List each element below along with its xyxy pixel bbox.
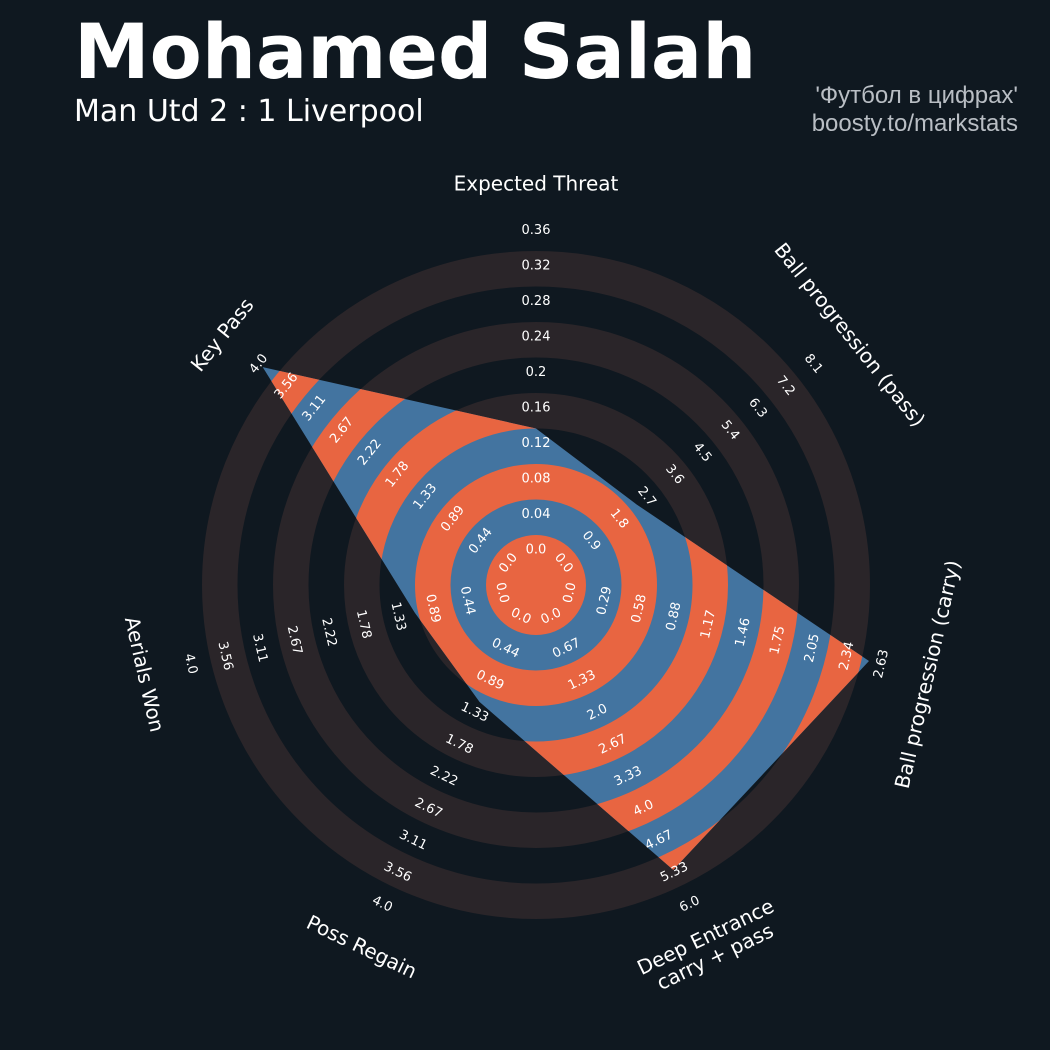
axis-tick-label: 0.0	[560, 581, 579, 605]
axis-tick-label: 0.12	[522, 436, 551, 451]
axis-label-key-pass: Key Pass	[186, 293, 259, 376]
axis-label-expected-threat: Expected Threat	[454, 172, 619, 196]
axis-tick-label: 0.88	[663, 601, 684, 633]
axis-tick-label: 0.04	[522, 507, 551, 522]
axis-tick-label: 3.11	[249, 632, 270, 664]
axis-tick-label: 1.33	[387, 601, 408, 633]
background-ring-band	[202, 251, 870, 919]
axis-tick-label: 2.22	[428, 763, 461, 789]
axis-tick-label: 0.0	[492, 581, 511, 605]
axis-tick-label: 0.36	[522, 223, 551, 238]
background-ring-band	[273, 322, 799, 848]
axis-tick-label: 1.75	[767, 624, 788, 656]
axis-tick-label: 6.0	[677, 893, 702, 915]
axis-tick-label: 4.0	[181, 652, 200, 676]
axis-tick-label: 0.58	[629, 593, 650, 625]
axis-tick-label: 1.17	[698, 609, 719, 641]
axis-label-ball-progression-carry: Ball progression (carry)	[890, 558, 965, 791]
axis-tick-label: 8.1	[801, 351, 826, 377]
axis-tick-label: 1.46	[733, 617, 754, 649]
axis-tick-label: 0.16	[522, 401, 551, 416]
polygon-ring-band	[415, 464, 657, 706]
credit-url: boosty.to/markstats	[811, 110, 1018, 137]
axis-tick-label: 0.0	[526, 543, 547, 558]
axis-tick-label: 6.3	[745, 395, 770, 421]
axis-label-poss-regain: Poss Regain	[303, 910, 421, 983]
axis-tick-label: 1.78	[353, 609, 374, 641]
axis-tick-label: 4.0	[370, 893, 395, 915]
axis-tick-label: 2.67	[284, 624, 305, 656]
axis-tick-label: 2.05	[802, 632, 823, 664]
axis-tick-label: 0.29	[594, 585, 615, 617]
axis-tick-label: 0.08	[522, 472, 551, 487]
axis-label-aerials-won: Aerials Won	[120, 614, 170, 734]
axis-label-deep-entrance-carry-pass: Deep Entrancecarry + pass	[633, 894, 787, 1000]
axis-tick-label: 0.24	[522, 330, 551, 345]
axis-tick-label: 0.44	[457, 585, 478, 617]
axis-tick-label: 2.22	[318, 617, 339, 649]
axis-tick-label: 0.32	[522, 259, 551, 274]
player-name-title: Mohamed Salah	[74, 7, 757, 96]
match-subtitle: Man Utd 2 : 1 Liverpool	[74, 94, 424, 129]
axis-tick-label: 0.28	[522, 294, 551, 309]
polygon-center-fill	[486, 535, 586, 635]
axis-tick-label: 4.5	[690, 440, 715, 466]
credit-channel-name: 'Футбол в цифрах'	[815, 82, 1018, 109]
axis-tick-label: 0.89	[422, 593, 443, 625]
axis-tick-label: 3.11	[397, 827, 430, 853]
axis-tick-label: 2.63	[871, 648, 892, 680]
axis-tick-label: 3.56	[214, 640, 235, 672]
axis-tick-label: 0.2	[526, 365, 547, 380]
axis-tick-label: 2.34	[836, 640, 857, 672]
